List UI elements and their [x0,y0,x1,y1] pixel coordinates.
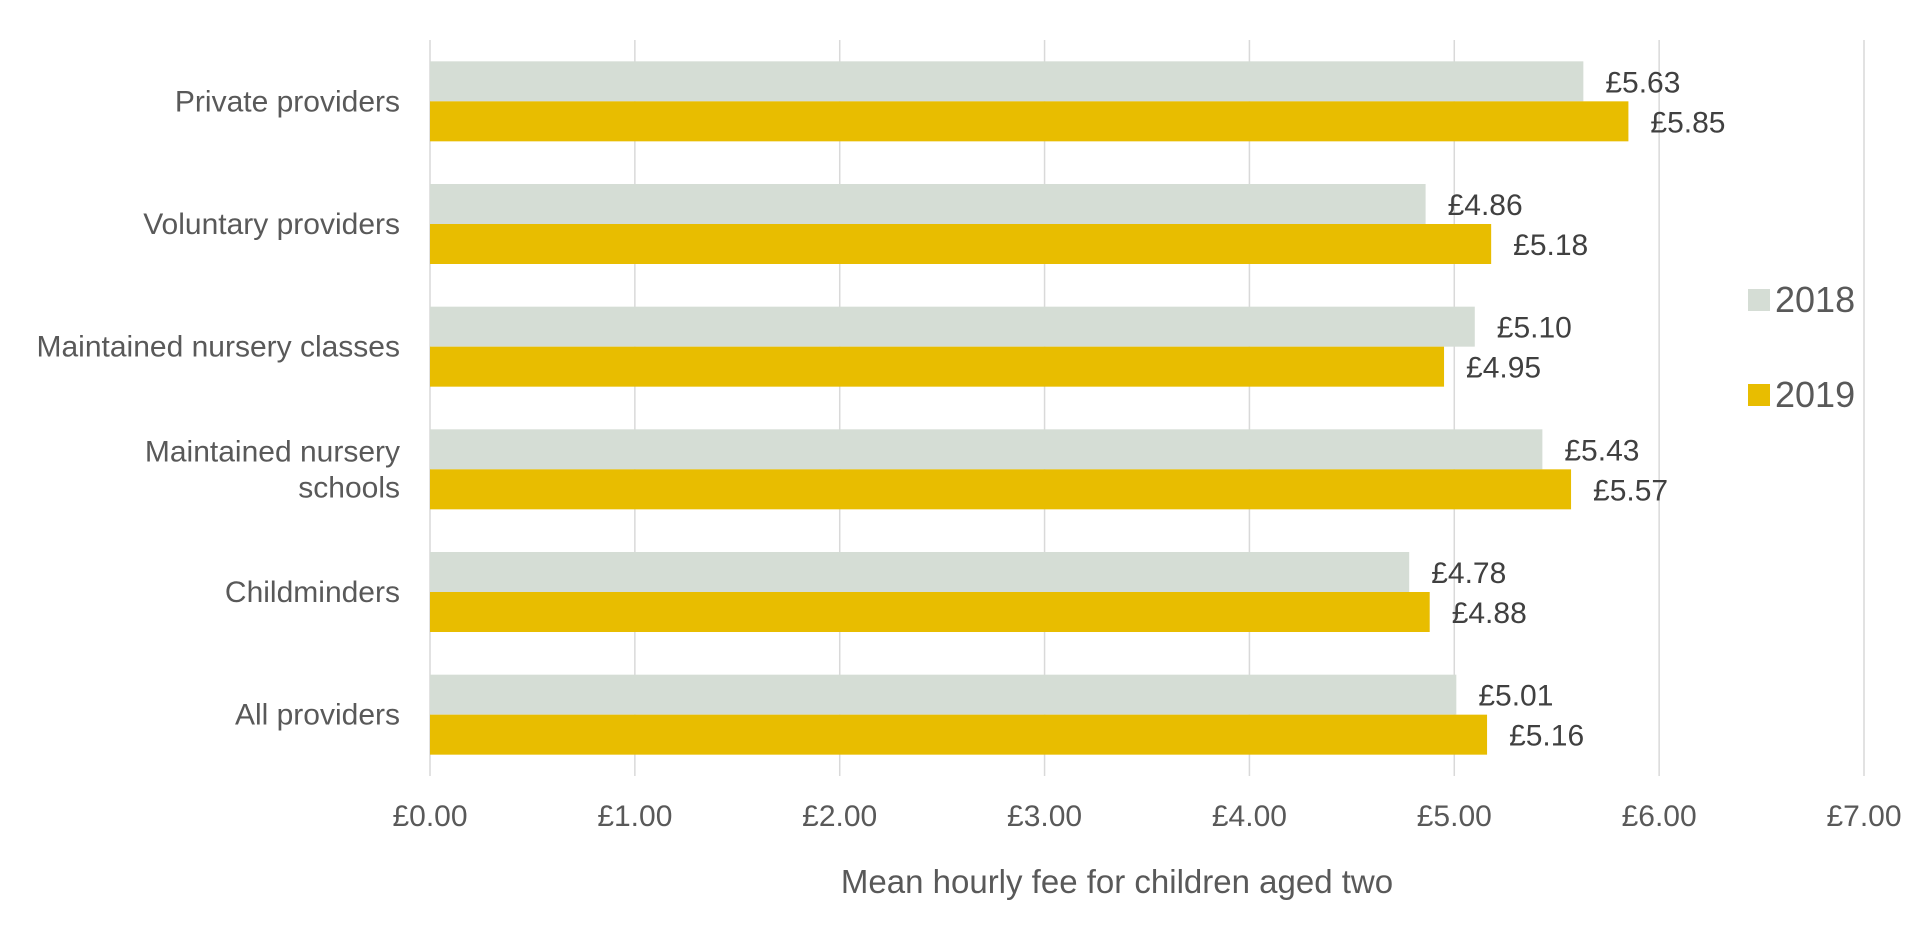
bar-2019 [430,346,1445,387]
bar-2018 [430,429,1543,470]
data-label: £5.57 [1593,474,1668,507]
legend-label: 2019 [1775,374,1855,415]
legend-swatch-2018 [1748,289,1770,311]
category-label-line: Maintained nursery [145,435,400,468]
legend: 2018 2019 [1748,279,1855,415]
category-label-line: schools [298,471,400,504]
category-label: Maintained nursery schools [145,435,400,504]
bar-2018 [430,61,1584,102]
data-label: £5.63 [1605,66,1680,99]
bar-2018 [430,552,1410,592]
data-label: £4.86 [1448,189,1523,222]
data-label: £4.78 [1431,557,1506,590]
x-tick-label: £1.00 [597,800,672,833]
category-label: All providers [235,699,400,732]
category-label-line: Voluntary providers [143,208,400,241]
x-tick-label: £0.00 [392,800,467,833]
category-label: Private providers [175,85,400,118]
data-label: £5.43 [1564,434,1639,467]
data-label: £5.01 [1478,680,1553,713]
x-tick-label: £7.00 [1826,800,1901,833]
x-tick-label: £4.00 [1212,800,1287,833]
category-label-line: Maintained nursery classes [36,331,400,364]
data-label: £5.85 [1650,106,1725,139]
value-axis: £0.00 £1.00 £2.00 £3.00 £4.00 £5.00 £6.00 £7.00 [392,800,1901,833]
bar-2019 [430,101,1629,142]
x-tick-label: £3.00 [1007,800,1082,833]
data-label: £4.88 [1452,597,1527,630]
category-label: Maintained nursery classes [36,331,400,364]
data-label: £5.10 [1497,312,1572,345]
bar-2018 [430,306,1475,347]
category-label: Childminders [225,576,400,609]
data-label: £5.18 [1513,229,1588,262]
x-axis-title: Mean hourly fee for children aged two [841,863,1393,900]
category-label-line: Childminders [225,576,400,609]
bar-2019 [430,592,1430,632]
category-label-line: Private providers [175,85,400,118]
bar-2018 [430,184,1426,224]
bar-2019 [430,469,1572,510]
category-label-line: All providers [235,699,400,732]
bar-2019 [430,224,1492,264]
x-tick-label: £2.00 [802,800,877,833]
legend-swatch-2019 [1748,384,1770,406]
category-label: Voluntary providers [143,208,400,241]
data-label: £4.95 [1466,352,1541,385]
bars [430,61,1629,755]
bar-2018 [430,674,1457,715]
gridlines [429,40,1865,776]
data-label: £5.16 [1509,720,1584,753]
x-tick-label: £5.00 [1417,800,1492,833]
legend-label: 2018 [1775,279,1855,320]
category-axis: Private providers Voluntary providers Main… [36,85,400,731]
bar-2019 [430,714,1488,755]
data-labels: £5.63 £5.85 £4.86 £5.18 £5.10 £4.95 £5.43 £5.57… [1431,66,1725,752]
x-tick-label: £6.00 [1622,800,1697,833]
